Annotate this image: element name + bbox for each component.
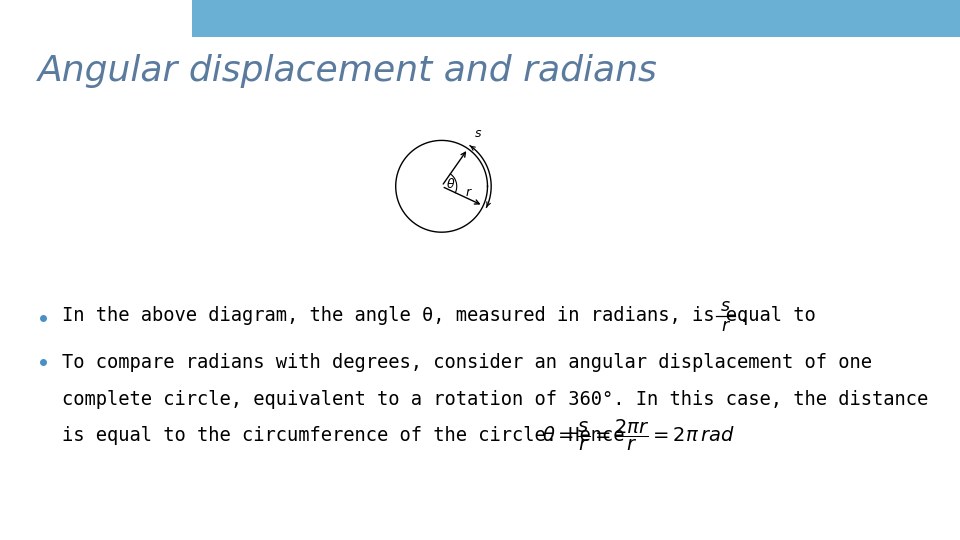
Text: Angular displacement and radians: Angular displacement and radians xyxy=(38,54,659,88)
Text: $r$: $r$ xyxy=(721,316,731,335)
Text: In the above diagram, the angle θ, measured in radians, is equal to: In the above diagram, the angle θ, measu… xyxy=(62,306,828,326)
FancyBboxPatch shape xyxy=(192,0,960,37)
Text: .: . xyxy=(741,306,748,326)
Text: is equal to the circumference of the circle. Hence: is equal to the circumference of the cir… xyxy=(62,426,636,445)
Text: To compare radians with degrees, consider an angular displacement of one: To compare radians with degrees, conside… xyxy=(62,353,873,372)
Text: $\theta$: $\theta$ xyxy=(445,177,455,191)
Text: $s$: $s$ xyxy=(720,297,732,315)
Text: $r$: $r$ xyxy=(465,186,472,199)
Text: $s$: $s$ xyxy=(474,127,483,140)
Text: $\theta = \dfrac{s}{r} = \dfrac{2\pi r}{r} = 2\pi\, rad$: $\theta = \dfrac{s}{r} = \dfrac{2\pi r}{… xyxy=(542,418,735,453)
Text: complete circle, equivalent to a rotation of 360°. In this case, the distance: complete circle, equivalent to a rotatio… xyxy=(62,389,928,409)
